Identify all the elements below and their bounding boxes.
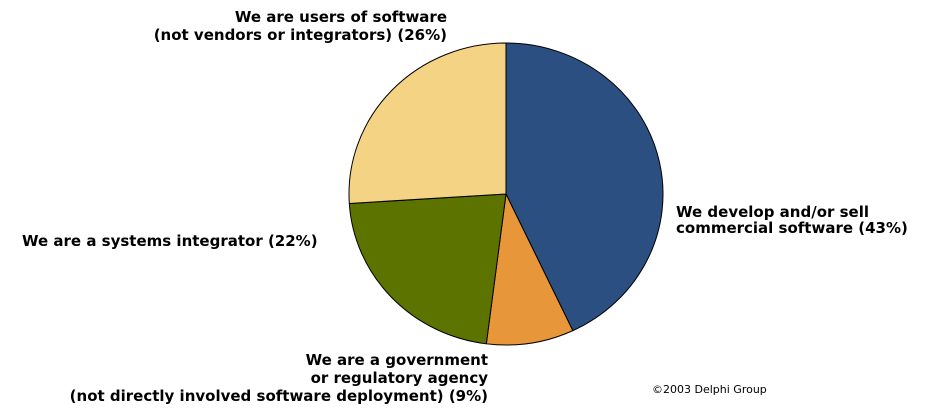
slice-label-4: We are users of software (not vendors or … (154, 8, 447, 44)
slice-label-line: or regulatory agency (311, 369, 489, 387)
copyright-text: ©2003 Delphi Group (652, 383, 767, 396)
slice-label-2: We are a government or regulatory agency(… (70, 351, 489, 405)
slice-label-line: commercial software (43%) (676, 219, 908, 237)
slice-label-line: (not directly involved software deployme… (70, 387, 488, 405)
pie-slice-3 (348, 193, 507, 345)
slice-label-line: (not vendors or integrators) (26%) (154, 26, 447, 44)
pie-slice-4 (348, 42, 507, 204)
pie-labels: We develop and/or sell commercial softwar… (22, 8, 908, 405)
slice-label-line: We are users of software (235, 8, 447, 26)
pie-slices (348, 42, 664, 346)
pie-slice-1 (505, 42, 664, 332)
slice-label-line: We develop and/or sell (676, 203, 869, 221)
slice-label-3: We are a systems integrator (22%) (22, 232, 318, 250)
slice-label-line: We are a systems integrator (22%) (22, 232, 318, 250)
slice-label-1: We develop and/or sell commercial softwar… (676, 203, 908, 237)
pie-slice-2 (485, 193, 574, 346)
slice-label-line: We are a government (306, 351, 488, 369)
